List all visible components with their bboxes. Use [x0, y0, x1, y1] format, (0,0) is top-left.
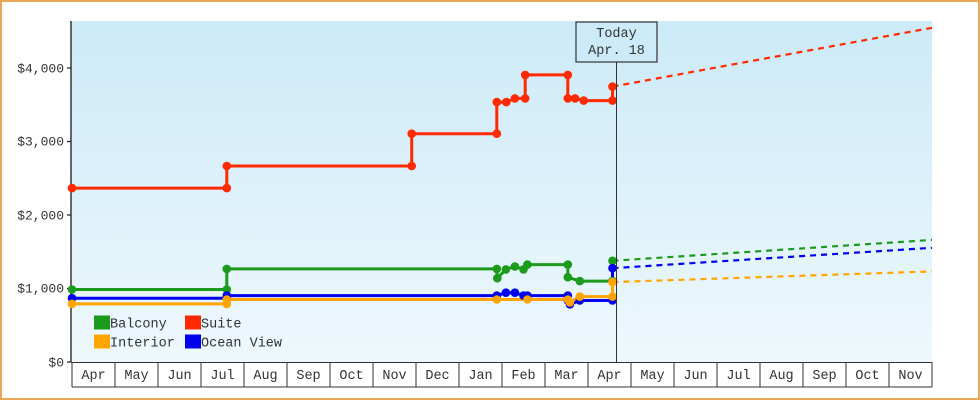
svg-text:Jun: Jun — [683, 369, 707, 384]
svg-text:Aug: Aug — [253, 369, 277, 384]
svg-text:May: May — [640, 369, 664, 384]
svg-text:$2,000: $2,000 — [17, 209, 64, 224]
svg-text:Jan: Jan — [468, 369, 492, 384]
svg-text:Nov: Nov — [382, 369, 406, 384]
svg-text:Jul: Jul — [210, 369, 234, 384]
svg-text:May: May — [124, 369, 148, 384]
svg-text:Oct: Oct — [339, 369, 363, 384]
svg-text:Balcony: Balcony — [110, 318, 167, 333]
svg-text:$0: $0 — [48, 356, 64, 371]
svg-text:Interior: Interior — [110, 337, 175, 352]
svg-text:Sep: Sep — [812, 369, 836, 384]
svg-text:$4,000: $4,000 — [17, 62, 64, 77]
svg-text:Sep: Sep — [296, 369, 320, 384]
svg-text:Ocean View: Ocean View — [201, 337, 282, 352]
svg-text:Suite: Suite — [201, 318, 242, 333]
svg-text:Jun: Jun — [167, 369, 191, 384]
svg-text:Today: Today — [596, 27, 637, 42]
svg-text:Nov: Nov — [898, 369, 922, 384]
svg-text:Oct: Oct — [855, 369, 879, 384]
svg-text:Mar: Mar — [554, 369, 578, 384]
svg-text:Dec: Dec — [425, 369, 449, 384]
svg-text:Apr. 18: Apr. 18 — [588, 44, 645, 59]
svg-text:$3,000: $3,000 — [17, 135, 64, 150]
svg-text:Apr: Apr — [597, 369, 621, 384]
svg-text:Aug: Aug — [769, 369, 793, 384]
svg-text:Jul: Jul — [726, 369, 750, 384]
svg-text:Feb: Feb — [511, 369, 535, 384]
svg-text:Apr: Apr — [81, 369, 105, 384]
svg-text:$1,000: $1,000 — [17, 282, 64, 297]
